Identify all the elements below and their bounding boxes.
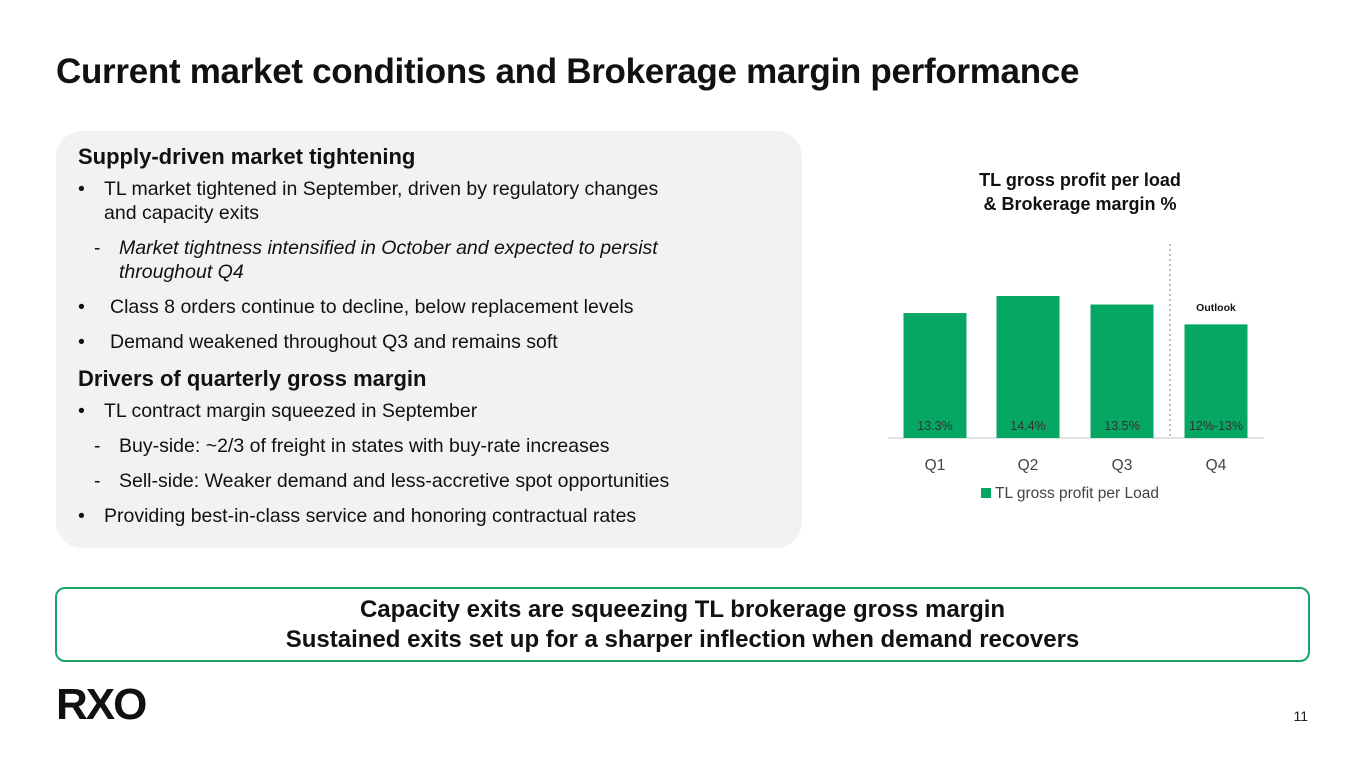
sub-bullet-text-line2: throughout Q4 — [119, 261, 244, 283]
section-heading-supply: Supply-driven market tightening — [78, 144, 416, 169]
outlook-annotation: Outlook — [1196, 302, 1236, 314]
bar-q3 — [1090, 304, 1154, 438]
bar-q2 — [996, 296, 1060, 438]
bullet-mark: • — [78, 331, 85, 353]
chart-plot-area: 13.3% Q1 14.4% Q2 13.5% Q3 12%-13% Q4 Outlook TL … — [888, 244, 1264, 502]
sub-bullet-market-tightness: - Market tightness intensified in Octobe… — [78, 236, 780, 284]
bullet-demand-weakened: • Demand weakened throughout Q3 and rema… — [78, 330, 780, 354]
bullet-text: TL contract margin squeezed in September — [104, 400, 478, 422]
key-takeaway-callout: Capacity exits are squeezing TL brokerag… — [55, 587, 1310, 662]
page-number: 11 — [1293, 708, 1308, 724]
bar-label: 14.4% — [1010, 419, 1045, 433]
x-tick-label: Q3 — [1112, 457, 1133, 474]
bullet-tl-market-tightened: • TL market tightened in September, driv… — [78, 177, 780, 225]
dash-mark: - — [94, 237, 101, 259]
chart-title-line1: TL gross profit per load — [979, 170, 1181, 190]
rxo-logo-text: RXO — [56, 686, 146, 722]
bullet-mark: • — [78, 296, 85, 318]
sub-bullet-text-line1: Market tightness intensified in October … — [119, 237, 658, 259]
bullet-mark: • — [78, 178, 85, 200]
sub-bullet-sell-side: - Sell-side: Weaker demand and less-accr… — [78, 469, 780, 493]
sub-bullet-text: Sell-side: Weaker demand and less-accret… — [119, 470, 670, 492]
sub-bullet-text: Buy-side: ~2/3 of freight in states with… — [119, 435, 610, 457]
x-tick-label: Q4 — [1206, 457, 1227, 474]
bar-label: 13.5% — [1104, 419, 1139, 433]
callout-line1: Capacity exits are squeezing TL brokerag… — [359, 596, 1006, 623]
bar-label: 12%-13% — [1189, 419, 1243, 433]
market-conditions-panel: Supply-driven market tightening • TL mar… — [56, 131, 802, 548]
section-heading-drivers: Drivers of quarterly gross margin — [78, 366, 427, 391]
x-tick-label: Q2 — [1018, 457, 1039, 474]
bullet-mark: • — [78, 400, 85, 422]
bullet-text-line1: TL market tightened in September, driven… — [104, 178, 659, 200]
x-tick-label: Q1 — [925, 457, 946, 474]
legend-swatch — [981, 488, 991, 498]
bullet-mark: • — [78, 505, 85, 527]
legend-label: TL gross profit per Load — [995, 485, 1159, 502]
bar-label: 13.3% — [917, 419, 952, 433]
bullet-text-line2: and capacity exits — [104, 202, 260, 224]
chart-title-line2: & Brokerage margin % — [983, 194, 1177, 214]
rxo-logo: RXO — [56, 686, 148, 722]
bullet-text: Class 8 orders continue to decline, belo… — [110, 296, 634, 318]
bullet-tl-contract-margin: • TL contract margin squeezed in Septemb… — [78, 399, 780, 423]
bullet-text: Demand weakened throughout Q3 and remain… — [110, 331, 558, 353]
bullet-best-in-class-service: • Providing best-in-class service and ho… — [78, 504, 780, 528]
chart-title: TL gross profit per load & Brokerage mar… — [870, 168, 1290, 216]
gross-profit-chart: TL gross profit per load & Brokerage mar… — [870, 160, 1290, 520]
callout-line2: Sustained exits set up for a sharper inf… — [285, 626, 1080, 653]
bar-q4 — [1184, 324, 1248, 438]
bullet-text: Providing best-in-class service and hono… — [104, 505, 637, 527]
dash-mark: - — [94, 435, 101, 457]
bar-q1 — [903, 313, 967, 438]
sub-bullet-buy-side: - Buy-side: ~2/3 of freight in states wi… — [78, 434, 780, 458]
dash-mark: - — [94, 470, 101, 492]
bullet-class-8-orders: • Class 8 orders continue to decline, be… — [78, 295, 780, 319]
slide-title: Current market conditions and Brokerage … — [56, 52, 1080, 91]
